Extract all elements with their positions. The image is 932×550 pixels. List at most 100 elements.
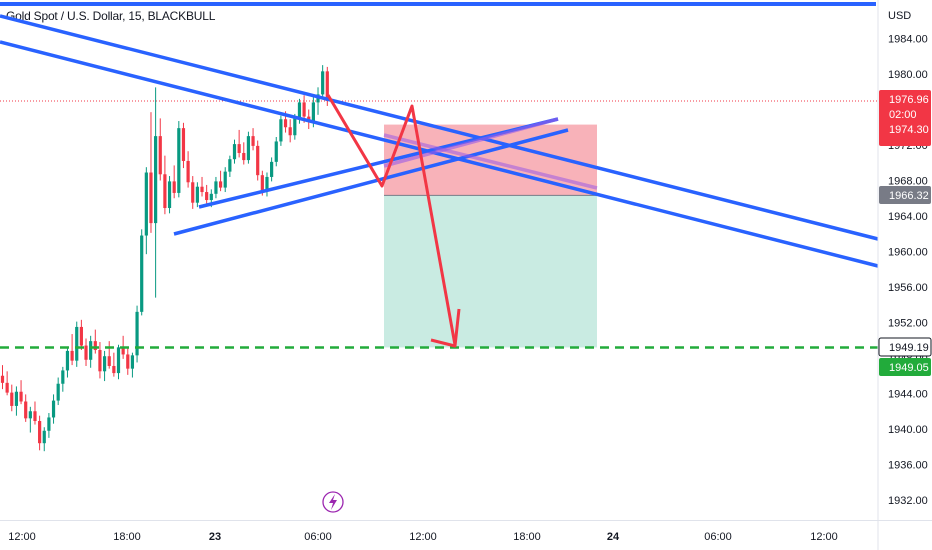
price-tick-label: 1952.00 [888,318,928,330]
candle-body [186,160,190,183]
candle-body [237,144,241,153]
candle-body [144,172,148,236]
candle-body [10,392,14,406]
time-tick-label: 12:00 [409,531,437,543]
target-price-badge-b-text: 1949.05 [889,362,929,374]
flash-icon-bolt [329,494,337,510]
candle-body [42,430,46,444]
candle-body [297,102,302,119]
candle-body [28,411,32,419]
candle-body [214,181,218,194]
candle-body [89,341,93,360]
candle-body [93,341,97,351]
candle-body [270,161,274,177]
take-profit-zone [384,195,597,348]
candle-body [293,118,297,136]
time-tick-label: 12:00 [810,531,838,543]
candle-body [56,383,60,401]
price-tick-label: 1932.00 [888,495,928,507]
price-badges: 1976.96 02:00 1974.30 1966.32 1949.19 1949.05 [878,90,932,376]
candle-body [79,326,83,346]
last-price-badge [879,90,931,146]
candle-body [218,181,223,188]
candle-body [47,417,51,431]
candle-body [51,400,56,418]
time-tick-label: 06:00 [304,531,332,543]
candle-body [321,71,325,95]
candle-body [19,391,23,402]
candle-body [140,235,144,312]
last-price-badge-text: 02:00 [889,109,917,121]
candle-body [102,356,107,372]
candle-body [75,326,79,361]
candle-body [14,391,19,406]
candle-body [167,181,172,209]
candle-body [135,311,139,356]
candle-body [246,136,251,161]
candle-body [205,192,209,201]
candle-body [279,119,283,142]
candle-body [283,119,288,128]
candle-body [163,174,167,209]
price-axis: USD1984.001980.001976.001972.001968.0019… [877,0,928,550]
price-tick-label: 1980.00 [888,69,928,81]
flash-icon [322,491,344,513]
candle-body [302,102,306,117]
time-tick-label: 06:00 [704,531,732,543]
target-price-badge-a [878,337,932,357]
candle-body [260,175,264,191]
drawings-layer [0,2,879,513]
candle-body [84,345,88,360]
candle-body [154,136,158,224]
price-tick-label: 1936.00 [888,460,928,472]
time-tick-label: 12:00 [8,531,36,543]
candle-body [65,350,70,371]
candle-body [223,171,227,188]
overlap-line-a [383,117,559,168]
time-tick-label: 18:00 [113,531,141,543]
target-price-badge-b [879,358,931,376]
candle-body [130,355,135,369]
entry-price-badge [879,186,931,204]
candle-body [33,411,37,422]
candles-layer [0,65,878,452]
candle-body [288,127,292,136]
time-tick-label: 24 [607,531,620,543]
candle-body [126,354,130,369]
price-tick-label: 1960.00 [888,247,928,259]
channel-upper-line [0,14,879,241]
rising-support-line-2 [173,128,569,236]
time-axis: 12:00 18:00 23 06:00 12:00 18:00 24 06:00 12:00 [0,520,932,543]
currency-label: USD [888,10,911,22]
time-tick-label: 18:00 [513,531,541,543]
candle-body [149,172,153,224]
candle-body [61,370,65,384]
candle-body [107,356,111,366]
target-price-badge-a-text: 1949.19 [889,342,929,354]
price-tick-label: 1968.00 [888,176,928,188]
candle-body [200,186,204,193]
candle-body [5,382,9,393]
candle-body [172,181,176,193]
entry-price-badge-text: 1966.32 [889,190,929,202]
candle-body [112,365,116,374]
candle-body [274,141,278,162]
candle-body [121,347,125,355]
candle-body [181,128,186,161]
candle-body [228,159,232,172]
candle-body [209,193,213,201]
candle-body [0,375,5,383]
time-tick-label: 23 [209,531,221,543]
candle-body [98,350,102,372]
candle-body [325,71,329,101]
candle-body [38,421,42,444]
last-price-badge-text: 1976.96 [889,94,929,106]
candle-body [191,182,195,203]
candle-body [265,176,269,191]
chart-header[interactable]: Gold Spot / U.S. Dollar, 15, BLACKBULL [6,9,216,23]
candle-body [251,136,255,146]
candle-body [177,128,181,193]
candle-body [158,136,162,175]
price-tick-label: 1984.00 [888,34,928,46]
